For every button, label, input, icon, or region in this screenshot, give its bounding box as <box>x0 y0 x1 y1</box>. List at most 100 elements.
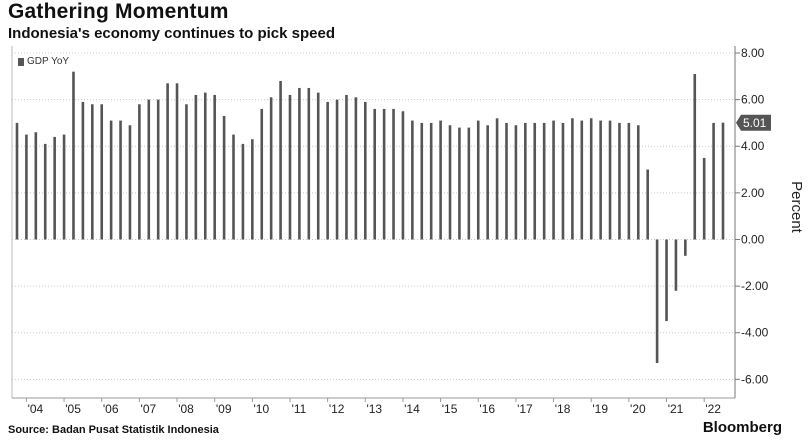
x-tick-label: '14 <box>404 402 420 416</box>
bar <box>674 239 678 291</box>
bar <box>524 122 527 240</box>
bar <box>156 99 160 240</box>
bar <box>335 99 339 240</box>
x-tick-label: '07 <box>141 402 157 416</box>
bar <box>665 239 668 322</box>
bar <box>458 127 461 240</box>
x-tick-label: '12 <box>329 402 345 416</box>
y-tick-label: 2.00 <box>741 186 765 200</box>
x-tick-label: '16 <box>479 402 495 416</box>
bar <box>608 120 612 240</box>
bar <box>448 125 452 240</box>
bar <box>429 122 433 240</box>
bar <box>269 97 273 240</box>
bar <box>655 239 659 364</box>
bar <box>222 115 226 240</box>
y-axis-label: Percent <box>788 181 805 234</box>
x-tick-label: '11 <box>292 402 307 416</box>
x-tick-label: '20 <box>630 402 646 416</box>
bar <box>514 125 518 240</box>
bar <box>138 104 141 240</box>
bar <box>702 157 706 240</box>
x-tick-label: '13 <box>366 402 382 416</box>
x-tick-label: '21 <box>668 402 684 416</box>
legend-swatch <box>18 57 24 66</box>
bar <box>467 127 471 240</box>
bar-chart: 8.00 6.00 4.00 2.00 0.00 -2.00 -4.00 -6.00 Perce… <box>11 46 805 416</box>
bar <box>72 71 75 240</box>
bar <box>213 94 216 240</box>
bar <box>345 94 348 240</box>
bar <box>175 83 179 240</box>
bar <box>185 104 188 240</box>
bar <box>307 87 311 240</box>
bar <box>646 169 649 240</box>
bar <box>100 104 104 240</box>
bar <box>495 118 499 240</box>
bar <box>401 111 405 240</box>
bar <box>279 80 282 240</box>
x-tick-label: '08 <box>178 402 194 416</box>
x-tick-label: '18 <box>555 402 571 416</box>
x-tick-label: '06 <box>103 402 119 416</box>
bar <box>533 122 537 240</box>
bar <box>363 101 367 240</box>
chart-title: Gathering Momentum <box>8 0 229 23</box>
bar <box>232 134 235 240</box>
x-tick-label: '09 <box>216 402 232 416</box>
bar <box>43 143 47 240</box>
y-tick-label: -4.00 <box>741 326 769 340</box>
y-tick-label: 8.00 <box>741 46 765 60</box>
bar <box>627 122 631 240</box>
bar <box>91 104 94 240</box>
bar <box>392 108 395 240</box>
bar <box>505 122 508 240</box>
bar <box>326 101 329 240</box>
bar <box>373 108 377 240</box>
last-value-badge <box>736 114 771 131</box>
bar <box>194 94 198 240</box>
bar <box>119 120 122 240</box>
bar <box>411 120 414 240</box>
bar <box>476 120 480 240</box>
bar <box>62 134 66 240</box>
chart-subtitle: Indonesia's economy continues to pick sp… <box>8 25 335 42</box>
bar <box>552 120 555 240</box>
chart-area: 8.00 6.00 4.00 2.00 0.00 -2.00 -4.00 -6.00 Perce… <box>0 44 812 424</box>
bar <box>571 118 574 240</box>
bar <box>203 92 207 240</box>
x-tick-label: '22 <box>705 402 721 416</box>
x-tick-label: '19 <box>592 402 608 416</box>
bar <box>34 132 38 240</box>
x-tick-label: '04 <box>28 402 44 416</box>
bar <box>636 125 640 240</box>
last-value-label: 5.01 <box>743 116 767 130</box>
x-tick-label: '05 <box>65 402 81 416</box>
bar <box>147 99 151 240</box>
bar <box>298 87 301 240</box>
legend: GDP YoY <box>18 56 69 67</box>
legend-label: GDP YoY <box>27 56 70 67</box>
bar <box>684 239 687 256</box>
bar <box>712 122 715 240</box>
bar <box>721 122 725 240</box>
bar <box>25 134 28 240</box>
bar <box>354 97 358 240</box>
bar <box>693 73 697 240</box>
x-tick-label: '17 <box>517 402 533 416</box>
bar <box>618 122 621 240</box>
bar <box>109 120 113 240</box>
bloomberg-logo: Bloomberg <box>702 419 782 436</box>
y-tick-label: -2.00 <box>741 279 769 293</box>
source-note: Source: Badan Pusat Statistik Indonesia <box>8 424 219 436</box>
bar <box>260 108 264 240</box>
bar <box>128 125 132 240</box>
bar <box>15 122 19 240</box>
bar <box>561 122 565 240</box>
y-tick-label: 6.00 <box>741 93 765 107</box>
bar <box>81 101 85 240</box>
bar <box>382 108 386 240</box>
bar <box>316 92 320 240</box>
bar <box>580 120 584 240</box>
bar <box>166 83 169 240</box>
